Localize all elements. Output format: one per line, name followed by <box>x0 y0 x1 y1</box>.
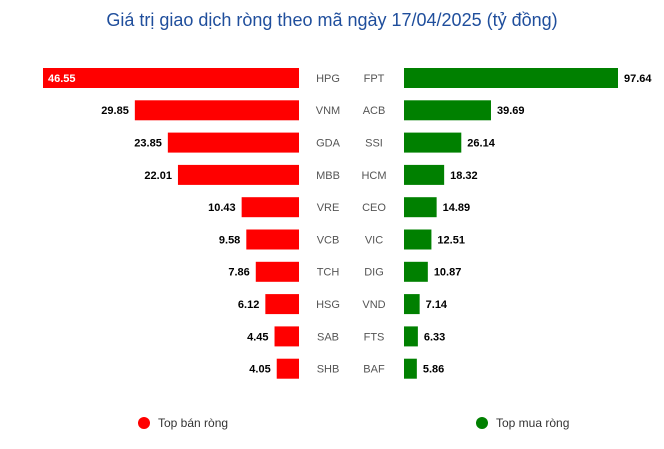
sell-bar-gda <box>167 132 299 153</box>
sell-bar-hsg <box>265 294 299 315</box>
legend-sell-marker <box>138 417 150 429</box>
sell-ticker-label: VRE <box>317 202 340 214</box>
buy-value-label: 10.87 <box>434 267 462 279</box>
buy-ticker-label: ACB <box>363 105 386 117</box>
buy-ticker-label: FPT <box>364 73 385 85</box>
buy-ticker-label: FTS <box>364 331 385 343</box>
sell-value-label: 46.55 <box>48 73 76 85</box>
sell-value-label: 6.12 <box>238 299 259 311</box>
sell-value-label: 10.43 <box>208 202 236 214</box>
sell-bar-tch <box>255 261 299 282</box>
buy-value-label: 6.33 <box>424 331 445 343</box>
buy-ticker-label: BAF <box>363 364 385 376</box>
legend-sell-label: Top bán ròng <box>158 416 229 430</box>
buy-value-label: 26.14 <box>467 138 495 150</box>
buy-value-label: 18.32 <box>450 170 478 182</box>
legend-buy-label: Top mua ròng <box>496 416 570 430</box>
buy-bar-vnd <box>404 294 420 315</box>
buy-bar-dig <box>404 261 428 282</box>
buy-value-label: 14.89 <box>443 202 471 214</box>
sell-ticker-label: HSG <box>316 299 340 311</box>
sell-value-label: 4.45 <box>247 331 268 343</box>
buy-value-label: 7.14 <box>426 299 448 311</box>
sell-bar-mbb <box>177 164 299 185</box>
buy-bar-ceo <box>404 197 437 218</box>
sell-value-label: 4.05 <box>249 364 270 376</box>
buy-bar-ssi <box>404 132 462 153</box>
legend-buy: Top mua ròng <box>476 416 569 430</box>
sell-bar-vcb <box>246 229 299 250</box>
sell-ticker-label: HPG <box>316 73 340 85</box>
buy-bar-acb <box>404 100 491 121</box>
sell-ticker-label: SAB <box>317 331 339 343</box>
sell-bar-shb <box>276 358 299 379</box>
buy-value-label: 39.69 <box>497 105 525 117</box>
sell-value-label: 22.01 <box>144 170 172 182</box>
sell-value-label: 9.58 <box>219 234 240 246</box>
sell-value-label: 23.85 <box>134 138 162 150</box>
sell-value-label: 29.85 <box>101 105 129 117</box>
buy-ticker-label: SSI <box>365 138 383 150</box>
sell-value-label: 7.86 <box>228 267 249 279</box>
legend-buy-marker <box>476 417 488 429</box>
sell-ticker-label: GDA <box>316 138 341 150</box>
buy-bar-vic <box>404 229 432 250</box>
buy-bar-fpt <box>404 68 618 88</box>
buy-ticker-label: HCM <box>361 170 386 182</box>
legend-sell: Top bán ròng <box>138 416 228 430</box>
buy-ticker-label: CEO <box>362 202 386 214</box>
sell-bar-vre <box>241 197 299 218</box>
buy-value-label: 97.64 <box>624 73 652 85</box>
sell-ticker-label: TCH <box>317 267 340 279</box>
buy-ticker-label: DIG <box>364 267 384 279</box>
sell-ticker-label: SHB <box>317 364 340 376</box>
buy-ticker-label: VIC <box>365 234 383 246</box>
buy-bar-baf <box>404 358 417 379</box>
buy-value-label: 12.51 <box>437 234 465 246</box>
sell-ticker-label: VCB <box>317 234 340 246</box>
buy-bar-fts <box>404 326 418 347</box>
chart-title: Giá trị giao dịch ròng theo mã ngày 17/0… <box>106 10 558 30</box>
buy-bar-hcm <box>404 164 445 185</box>
sell-bar-hpg <box>43 68 299 88</box>
sell-ticker-label: VNM <box>316 105 340 117</box>
sell-bar-vnm <box>134 100 299 121</box>
sell-ticker-label: MBB <box>316 170 340 182</box>
buy-ticker-label: VND <box>362 299 385 311</box>
buy-value-label: 5.86 <box>423 364 444 376</box>
sell-bar-sab <box>274 326 299 347</box>
